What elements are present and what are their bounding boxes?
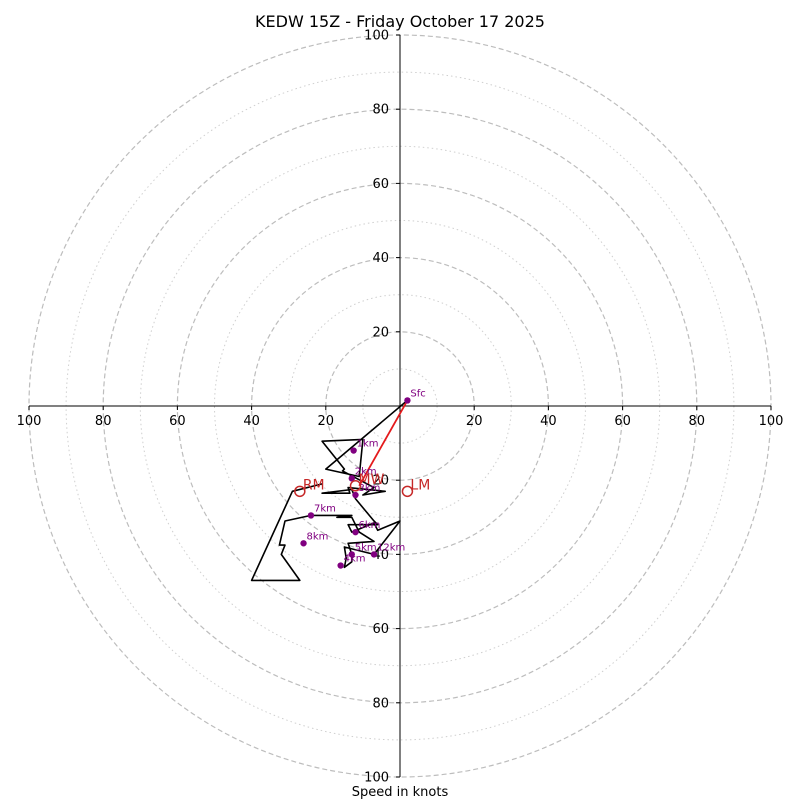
y-tick-label-bottom: 80 (372, 696, 389, 711)
x-tick-label: 60 (614, 414, 631, 429)
height-point-12km (370, 551, 378, 558)
storm-motion-MW-label: MW (358, 472, 384, 488)
x-tick-label: 60 (169, 414, 186, 429)
height-point-Sfc (404, 397, 411, 404)
shear-vector (358, 399, 409, 487)
storm-motions: MW RM LM (294, 472, 430, 498)
y-tick-label-top: 20 (372, 325, 389, 340)
height-label-7km: 7km (314, 503, 336, 514)
x-tick-label: 40 (243, 414, 260, 429)
height-point-2km (348, 475, 355, 482)
storm-motion-MW-marker (349, 480, 362, 492)
x-axis-label: Speed in knots (352, 785, 449, 800)
y-tick-label-top: 100 (364, 29, 389, 44)
storm-motion-LM-label: LM (410, 477, 430, 493)
x-tick-label: 80 (689, 414, 706, 429)
y-tick-label-bottom: 60 (372, 622, 389, 637)
height-label-Sfc: Sfc (410, 388, 425, 399)
height-point-5km (348, 551, 355, 558)
shear-vector-group (358, 399, 409, 487)
height-label-1km: 1km (357, 439, 379, 450)
tick-labels: 100 80 60 40 20 20 40 60 80 100204060801002040608… (17, 29, 784, 786)
y-tick-label-top: 80 (372, 103, 389, 118)
x-tick-label: 100 (17, 414, 42, 429)
height-label-12km: 12km (377, 542, 405, 553)
height-point-7km (307, 512, 315, 519)
storm-motion-RM-label: RM (303, 477, 325, 493)
height-label-6km: 6km (358, 520, 380, 531)
height-point-3km (352, 491, 359, 499)
height-label-2km: 2km (355, 466, 377, 477)
chart-title: KEDW 15Z - Friday October 17 2025 (255, 12, 545, 31)
hodograph-trace-group (250, 399, 408, 582)
height-point-8km (300, 540, 307, 547)
x-tick-label: 20 (466, 414, 483, 429)
y-tick-label-top: 40 (372, 251, 389, 266)
height-label-3km: 3km (358, 483, 380, 494)
height-point-4km (337, 562, 344, 569)
height-label-8km: 8km (307, 531, 329, 542)
hodograph-trace (250, 399, 408, 582)
y-tick-label-bottom: 20 (372, 474, 389, 489)
height-point-6km (352, 528, 359, 536)
x-tick-label: 80 (95, 414, 112, 429)
height-point-1km (350, 447, 357, 454)
height-label-5km: 5km (355, 542, 377, 553)
x-tick-label: 20 (318, 414, 335, 429)
x-tick-label: 100 (759, 414, 784, 429)
height-label-4km: 4km (344, 554, 366, 565)
storm-motion-LM-marker (401, 485, 414, 498)
x-tick-label: 40 (540, 414, 557, 429)
y-tick-label-bottom: 100 (364, 771, 389, 786)
storm-motion-RM-marker (294, 485, 306, 498)
y-tick-label-top: 60 (372, 177, 389, 192)
